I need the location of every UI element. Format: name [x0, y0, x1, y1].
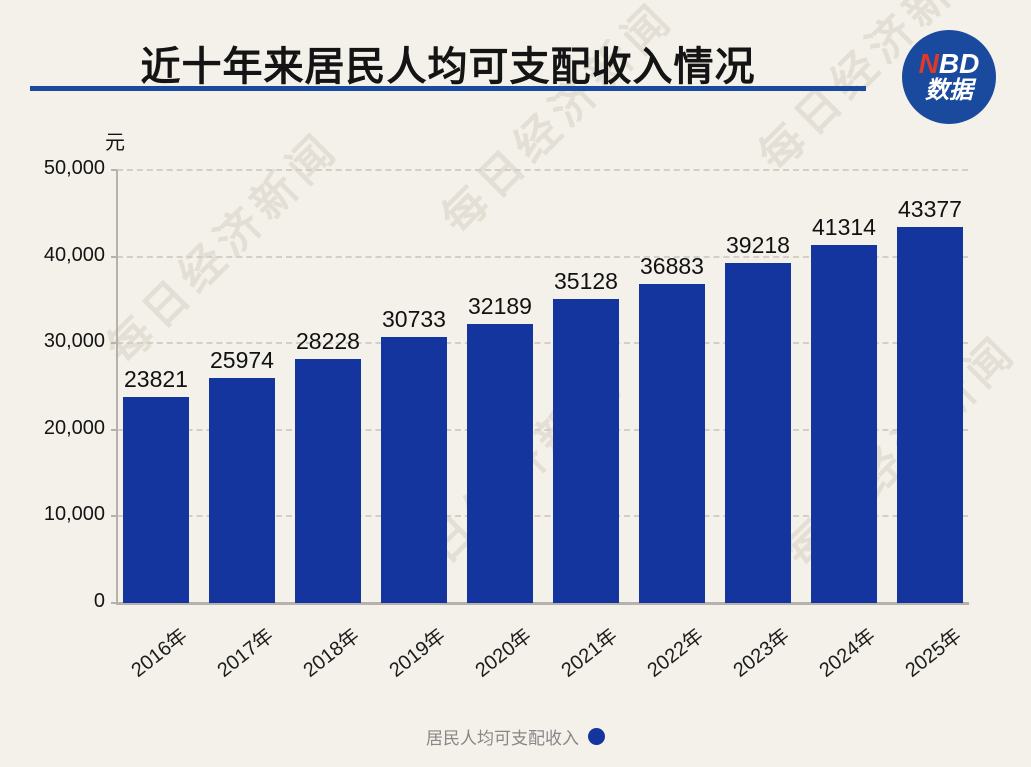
bar-2019年: [381, 336, 447, 603]
bar-2024年: [811, 245, 877, 603]
legend: 居民人均可支配收入: [0, 724, 1031, 749]
bar-value-2020年: 32189: [468, 293, 532, 320]
bar-2017年: [209, 378, 275, 603]
nbd-logo-letter-n: N: [918, 48, 939, 79]
y-axis-tick: [111, 255, 117, 258]
bar-value-2025年: 43377: [898, 196, 962, 223]
y-axis-tick: [111, 342, 117, 345]
gridline-20000: [117, 428, 968, 431]
bar-2020年: [467, 324, 533, 603]
gridline-30000: [117, 342, 968, 345]
y-axis-tick: [111, 515, 117, 518]
x-tick-label-2019年: 2019年: [384, 624, 450, 682]
nbd-logo: NBD 数据: [902, 30, 996, 124]
x-tick-label-2020年: 2020年: [470, 624, 536, 682]
bar-value-2023年: 39218: [726, 232, 790, 259]
bar-2021年: [553, 298, 619, 603]
nbd-logo-subtitle: 数据: [925, 77, 973, 104]
bar-value-2016年: 23821: [124, 365, 188, 392]
x-tick-label-2025年: 2025年: [900, 624, 966, 682]
y-axis-tick: [111, 428, 117, 431]
x-tick-label-2021年: 2021年: [556, 624, 622, 682]
chart-title: 近十年来居民人均可支配收入情况: [140, 45, 756, 89]
gridline-50000: [117, 169, 968, 171]
y-tick-label-50000: 50,000: [43, 157, 105, 179]
bar-value-2019年: 30733: [382, 305, 446, 332]
bar-value-2022年: 36883: [640, 252, 704, 279]
gridline-40000: [117, 255, 968, 258]
y-tick-label-30000: 30,000: [43, 330, 105, 353]
title-underline: [30, 86, 866, 91]
x-tick-label-2018年: 2018年: [298, 624, 364, 682]
bar-2016年: [123, 396, 189, 603]
x-tick-label-2022年: 2022年: [642, 624, 708, 682]
y-tick-label-10000: 10,000: [43, 503, 105, 526]
nbd-logo-text: NBD: [919, 50, 980, 78]
bar-value-2018年: 28228: [296, 327, 360, 354]
y-axis-tick: [111, 602, 117, 604]
y-axis-line: [116, 170, 118, 603]
legend-marker-dot: [588, 728, 605, 745]
x-tick-label-2023年: 2023年: [728, 624, 794, 682]
x-axis-line: [116, 602, 969, 605]
x-tick-label-2017年: 2017年: [212, 624, 278, 682]
bar-2022年: [639, 283, 705, 603]
y-tick-label-20000: 20,000: [43, 416, 105, 439]
gridline-10000: [117, 515, 968, 518]
bar-value-2024年: 41314: [812, 214, 876, 241]
bar-2025年: [897, 227, 963, 603]
y-axis-tick: [111, 169, 117, 171]
y-tick-label-0: 0: [93, 590, 105, 612]
y-tick-label-40000: 40,000: [43, 243, 105, 266]
bar-2018年: [295, 358, 361, 603]
x-tick-label-2016年: 2016年: [126, 624, 192, 682]
x-tick-label-2024年: 2024年: [814, 624, 880, 682]
bar-value-2017年: 25974: [210, 347, 274, 374]
bar-value-2021年: 35128: [554, 267, 618, 294]
y-axis-unit-label: 元: [105, 132, 125, 154]
legend-label: 居民人均可支配收入: [426, 729, 579, 748]
bar-2023年: [725, 263, 791, 603]
nbd-logo-letters-bd: BD: [938, 48, 980, 79]
